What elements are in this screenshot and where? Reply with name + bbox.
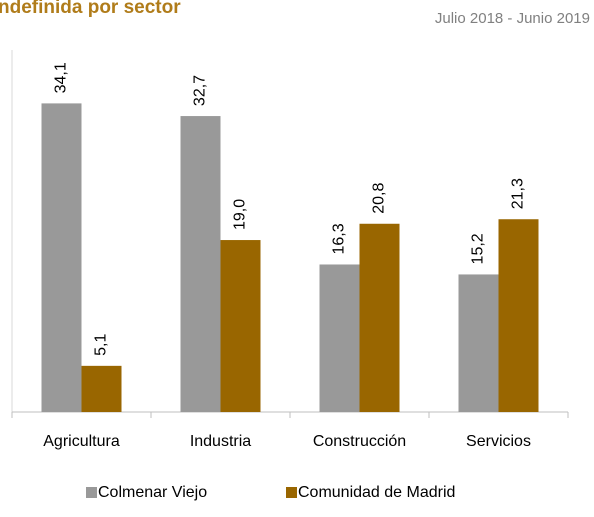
x-tick-label: Construcción: [313, 433, 406, 450]
data-label: 34,1: [53, 62, 70, 93]
data-label: 19,0: [232, 199, 249, 230]
bar: [180, 116, 221, 412]
legend-label: Comunidad de Madrid: [298, 484, 455, 501]
data-label: 5,1: [93, 334, 110, 356]
data-label: 15,2: [470, 233, 487, 264]
bar: [498, 219, 539, 412]
x-tick-label: Agricultura: [43, 433, 120, 450]
bar: [359, 223, 400, 412]
legend-swatch: [286, 487, 297, 498]
chart-subtitle: Julio 2018 - Junio 2019: [435, 10, 590, 27]
x-tick-label: Servicios: [466, 433, 531, 450]
data-label: 32,7: [192, 75, 209, 106]
bar: [458, 274, 499, 412]
legend-swatch: [86, 487, 97, 498]
bar: [220, 240, 261, 412]
data-label: 16,3: [331, 223, 348, 254]
legend-label: Colmenar Viejo: [98, 484, 207, 501]
chart-title: ndefinida por sector: [0, 0, 181, 18]
data-label: 20,8: [371, 183, 388, 214]
bar: [81, 365, 122, 412]
bar: [41, 103, 82, 413]
x-tick-label: Industria: [190, 433, 251, 450]
data-label: 21,3: [510, 178, 527, 209]
bar: [319, 264, 360, 412]
